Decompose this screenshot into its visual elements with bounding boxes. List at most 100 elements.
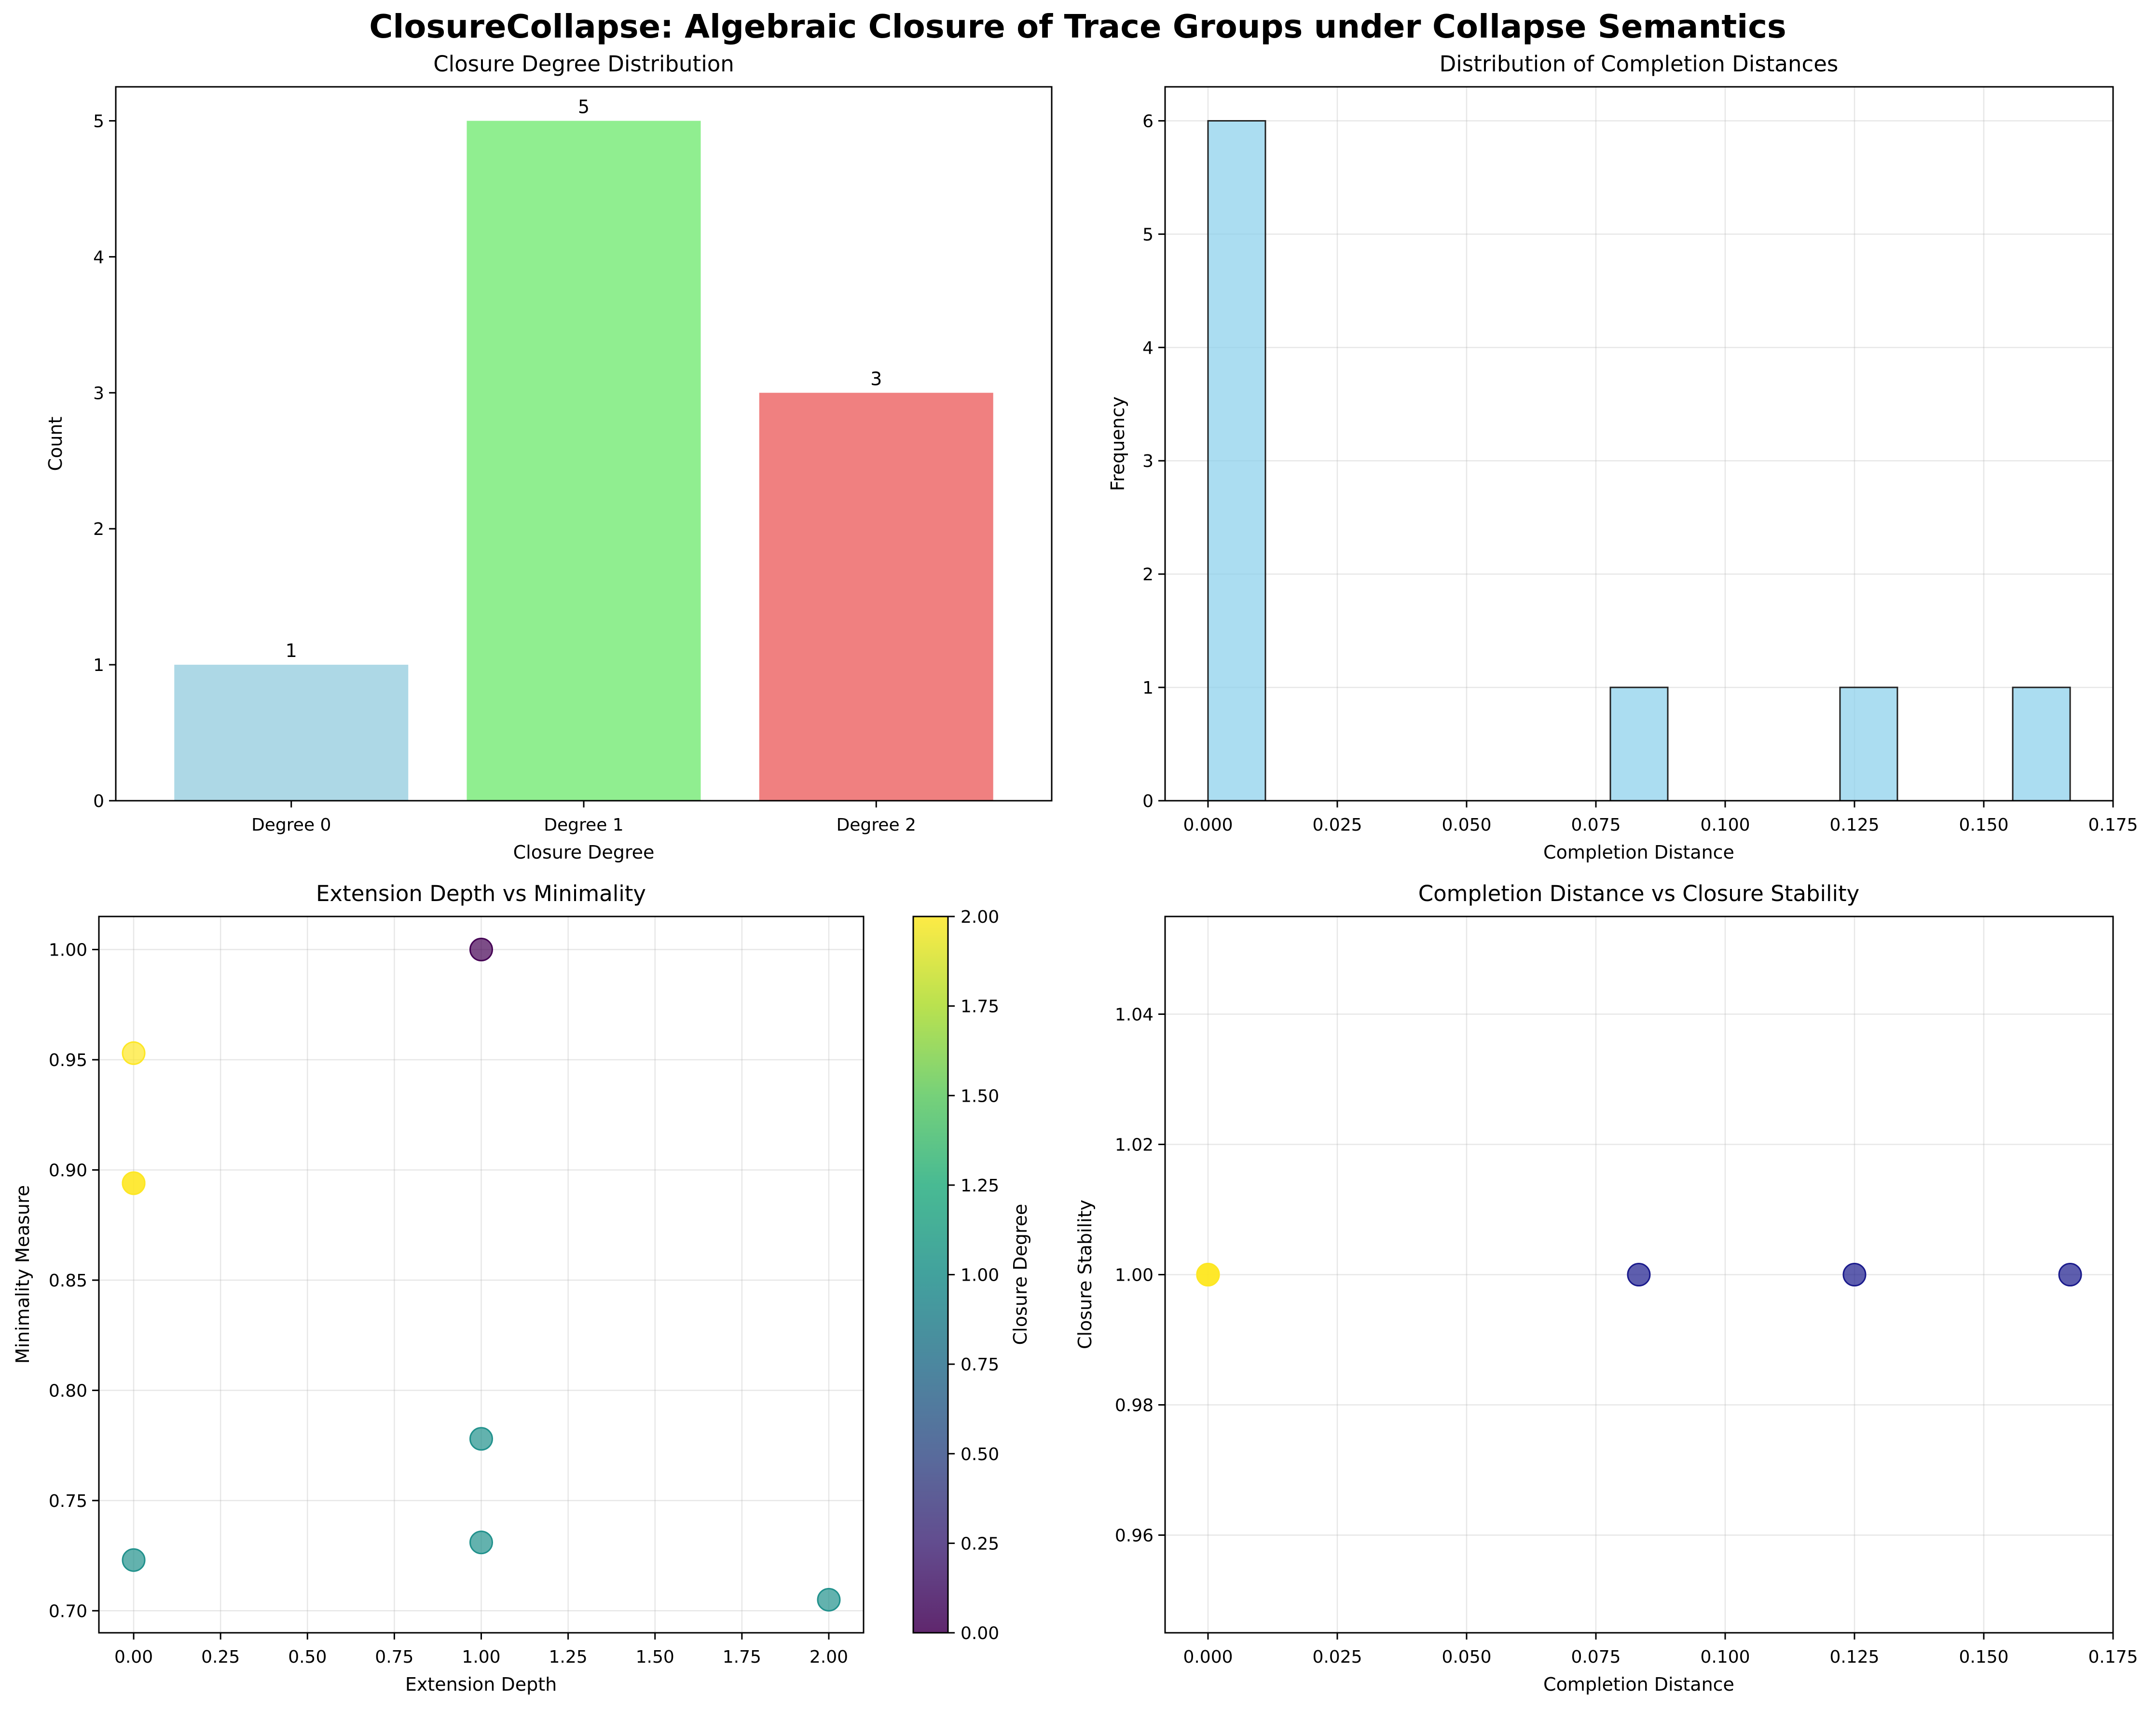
p1-title: Closure Degree Distribution [433, 51, 734, 77]
p1-ytick-label: 2 [93, 520, 104, 539]
p4-scatter-point [1842, 1263, 1867, 1286]
p2-ytick-label: 0 [1142, 792, 1154, 811]
p3-xtick-label: 1.00 [462, 1647, 500, 1667]
p3-colorbar-tick-label: 1.25 [961, 1176, 999, 1196]
p2-ytick-label: 5 [1142, 225, 1154, 245]
p4-scatter-point [2058, 1263, 2082, 1286]
p2-xlabel: Completion Distance [1543, 842, 1734, 863]
p2-hist-bar [1839, 686, 1898, 802]
p3-xtick-label: 1.50 [636, 1647, 674, 1667]
p4-xtick-label: 0.175 [2088, 1647, 2138, 1667]
p3-colorbar-ticks: 0.00 0.25 0.50 0.75 1.00 1.25 1.50 1.75 2.00 [948, 907, 999, 1643]
p2-xtick-label: 0.100 [1700, 815, 1750, 835]
p2-xtick-label: 0.025 [1312, 815, 1362, 835]
panel-closure-degree: 1 5 3 Degree 0 Degree 1 Degree 2 0 1 2 3 4 5 Clos… [45, 51, 1053, 863]
p2-hist-bar [2012, 686, 2071, 802]
p1-bar-labels: 1 5 3 [286, 96, 882, 661]
p3-colorbar-tick-label: 1.75 [961, 997, 999, 1017]
p4-xtick-label: 0.125 [1829, 1647, 1879, 1667]
p3-colorbar-tick-label: 1.00 [961, 1266, 999, 1285]
p3-ytick-label: 0.80 [49, 1381, 87, 1401]
p4-xtick-label: 0.100 [1700, 1647, 1750, 1667]
p2-title: Distribution of Completion Distances [1440, 51, 1839, 77]
p2-ylabel: Frequency [1107, 396, 1128, 491]
panel-completion-histogram: 0.000 0.025 0.050 0.075 0.100 0.125 0.150 0.175… [1107, 51, 2138, 863]
p3-xticks: 0.00 0.25 0.50 0.75 1.00 1.25 1.50 1.75 2.00 [114, 1633, 848, 1667]
p1-ytick-label: 3 [93, 383, 104, 403]
p4-ytick-label: 1.02 [1115, 1135, 1154, 1155]
p1-ylabel: Count [45, 417, 66, 471]
p3-xtick-label: 2.00 [810, 1647, 848, 1667]
p1-bars [174, 121, 993, 801]
p1-bar [759, 393, 993, 801]
p3-ytick-label: 0.90 [49, 1161, 87, 1180]
panel-completion-vs-stability: 0.000 0.025 0.050 0.075 0.100 0.125 0.150 0.175… [1074, 881, 2138, 1695]
p2-ytick-label: 3 [1142, 451, 1154, 471]
p1-bar-value-label: 5 [578, 96, 590, 117]
p2-xticks: 0.000 0.025 0.050 0.075 0.100 0.125 0.150 0.175 [1183, 801, 2138, 835]
p4-xtick-label: 0.050 [1442, 1647, 1491, 1667]
p4-xticks: 0.000 0.025 0.050 0.075 0.100 0.125 0.150 0.175 [1183, 1633, 2138, 1667]
p3-ytick-label: 0.85 [49, 1271, 87, 1291]
p4-ytick-label: 0.98 [1115, 1396, 1154, 1416]
p3-colorbar-tick-label: 2.00 [961, 907, 999, 927]
p1-xticks: Degree 0 Degree 1 Degree 2 [251, 801, 916, 835]
p2-xtick-label: 0.050 [1442, 815, 1491, 835]
p4-ytick-label: 0.96 [1115, 1526, 1154, 1546]
p3-scatter-point [817, 1587, 841, 1612]
p3-colorbar-tick-label: 0.50 [961, 1445, 999, 1464]
p2-xtick-label: 0.125 [1829, 815, 1879, 835]
p2-axes-frame [1164, 86, 2114, 802]
p2-ytick-label: 2 [1142, 565, 1154, 585]
p4-xtick-label: 0.000 [1183, 1647, 1233, 1667]
p1-xtick-label: Degree 1 [544, 815, 623, 835]
p1-bar [174, 665, 409, 801]
p3-ytick-label: 1.00 [49, 941, 87, 960]
p3-ytick-label: 0.75 [49, 1491, 87, 1511]
p1-ytick-label: 4 [93, 247, 104, 267]
p3-ytick-label: 0.95 [49, 1051, 87, 1070]
p3-grid [99, 916, 864, 1633]
p3-xtick-label: 1.75 [723, 1647, 761, 1667]
p2-ytick-label: 6 [1142, 111, 1154, 131]
p3-xtick-label: 0.25 [201, 1647, 240, 1667]
p1-xlabel: Closure Degree [513, 842, 655, 863]
figure-title: ClosureCollapse: Algebraic Closure of Tr… [369, 8, 1786, 45]
p2-ytick-label: 1 [1142, 678, 1154, 698]
p4-ylabel: Closure Stability [1074, 1200, 1096, 1349]
p3-scatter-point [122, 1041, 146, 1065]
p3-colorbar-tick-label: 0.75 [961, 1355, 999, 1375]
p3-xtick-label: 0.50 [288, 1647, 327, 1667]
p2-hist-bar [1609, 686, 1669, 802]
p3-yticks: 0.70 0.75 0.80 0.85 0.90 0.95 1.00 [49, 941, 99, 1621]
p3-ylabel: Minimality Measure [12, 1185, 33, 1364]
p3-colorbar [912, 916, 949, 1634]
p2-xtick-label: 0.000 [1183, 815, 1233, 835]
p1-bar-value-label: 3 [870, 368, 882, 389]
p3-scatter-point [122, 1171, 146, 1195]
p1-yticks: 0 1 2 3 4 5 [93, 111, 116, 811]
p3-colorbar-tick-label: 0.25 [961, 1534, 999, 1554]
p2-xtick-label: 0.150 [1959, 815, 2008, 835]
p1-ytick-label: 0 [93, 792, 104, 811]
p3-xtick-label: 0.00 [114, 1647, 153, 1667]
p1-xtick-label: Degree 2 [837, 815, 916, 835]
p4-xtick-label: 0.075 [1571, 1647, 1620, 1667]
p4-xtick-label: 0.150 [1959, 1647, 2008, 1667]
p3-points [122, 938, 841, 1612]
p2-hist-bar [1207, 120, 1266, 802]
p4-yticks: 0.96 0.98 1.00 1.02 1.04 [1115, 1005, 1165, 1546]
p3-scatter-point [469, 1531, 493, 1555]
p4-ytick-label: 1.04 [1115, 1005, 1154, 1025]
p4-points [1196, 1263, 2082, 1286]
p3-scatter-point [469, 938, 493, 962]
p4-xlabel: Completion Distance [1543, 1674, 1734, 1695]
p3-xtick-label: 1.25 [549, 1647, 588, 1667]
p3-xlabel: Extension Depth [405, 1674, 557, 1695]
p3-colorbar-tick-label: 1.50 [961, 1086, 999, 1106]
p1-ytick-label: 5 [93, 111, 104, 131]
p4-ytick-label: 1.00 [1115, 1266, 1154, 1285]
p4-xtick-label: 0.025 [1312, 1647, 1362, 1667]
p4-scatter-point [1196, 1263, 1220, 1286]
